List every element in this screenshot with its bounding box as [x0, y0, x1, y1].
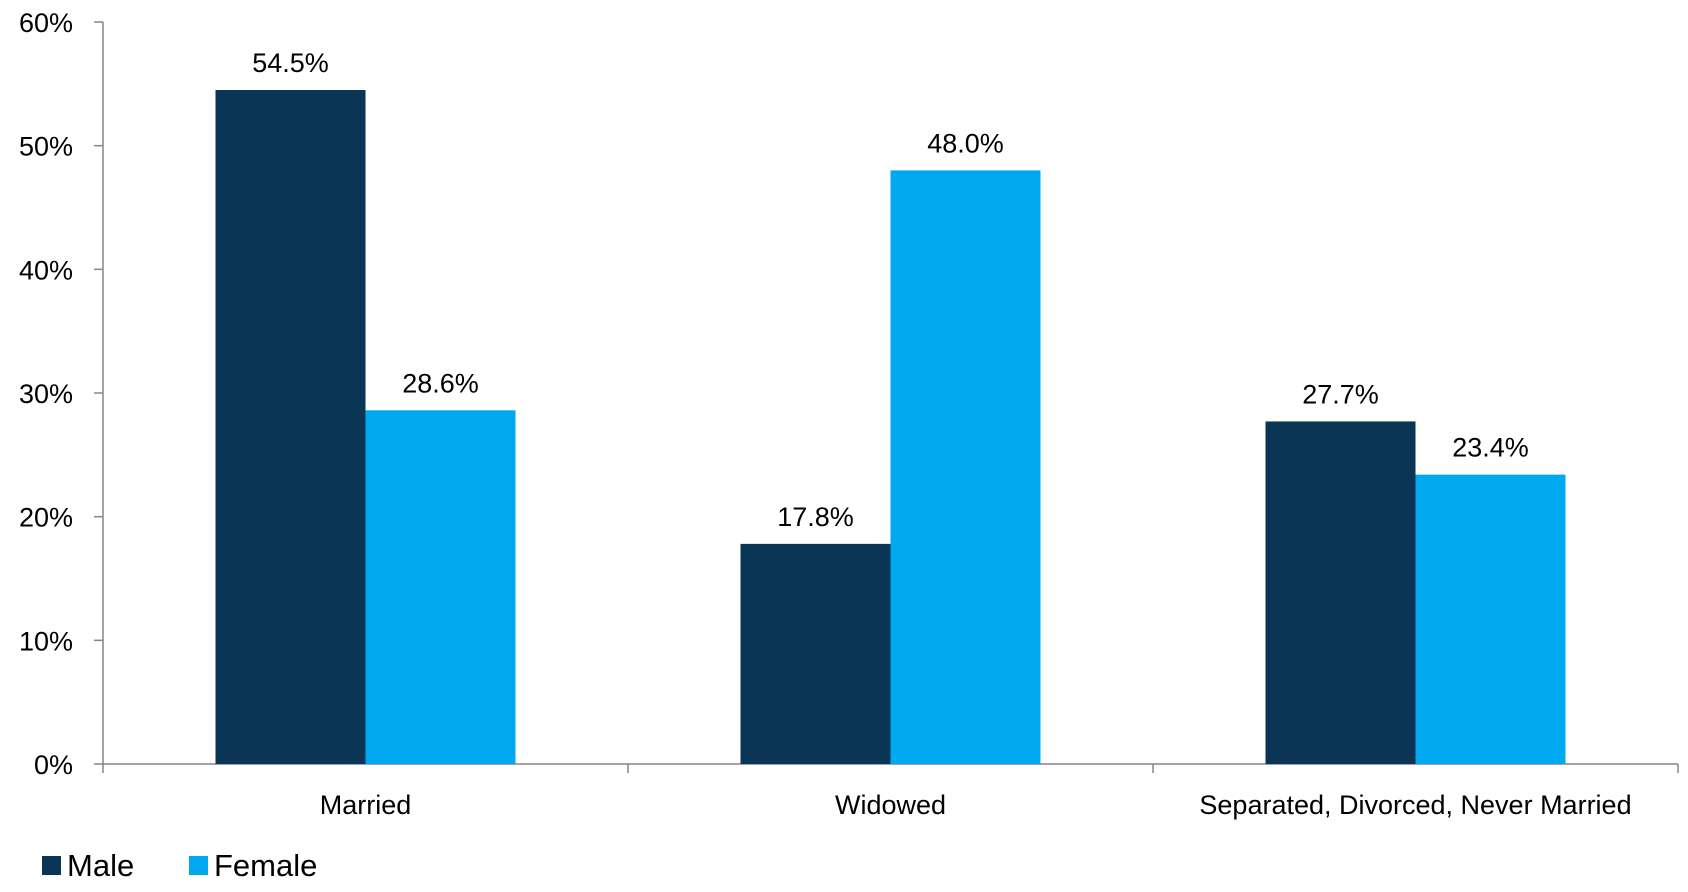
y-tick-label: 30% — [19, 379, 73, 409]
data-label: 17.8% — [777, 502, 854, 532]
x-axis: Married Widowed Separated, Divorced, Never… — [102, 763, 1679, 820]
bars — [215, 90, 1566, 765]
bar-female — [890, 170, 1041, 764]
y-tick-label: 60% — [19, 8, 73, 38]
y-axis: 0% 10% 20% 30% 40% 50% 60% — [19, 8, 104, 780]
legend: Male Female — [42, 848, 317, 883]
legend-label: Female — [214, 848, 317, 883]
y-tick-label: 0% — [34, 750, 73, 780]
data-label: 27.7% — [1302, 379, 1379, 409]
x-tick-label: Separated, Divorced, Never Married — [1199, 790, 1631, 820]
legend-swatch-male — [42, 856, 61, 875]
y-tick-label: 40% — [19, 255, 73, 285]
legend-swatch-female — [189, 856, 208, 875]
data-label: 23.4% — [1452, 433, 1529, 463]
bar-male — [740, 543, 891, 764]
data-label: 48.0% — [927, 128, 1004, 158]
bar-male — [1265, 421, 1416, 764]
x-tick-label: Married — [320, 790, 412, 820]
data-label: 54.5% — [252, 48, 329, 78]
bar-female — [365, 410, 516, 764]
y-tick-label: 20% — [19, 503, 73, 533]
data-label: 28.6% — [402, 368, 479, 398]
x-tick-label: Widowed — [835, 790, 946, 820]
bar-female — [1415, 474, 1566, 764]
bar-male — [215, 90, 366, 765]
y-tick-label: 50% — [19, 132, 73, 162]
data-labels: 54.5% 28.6% 17.8% 48.0% 27.7% 23.4% — [252, 48, 1529, 532]
y-tick-label: 10% — [19, 626, 73, 656]
legend-label: Male — [67, 848, 134, 883]
